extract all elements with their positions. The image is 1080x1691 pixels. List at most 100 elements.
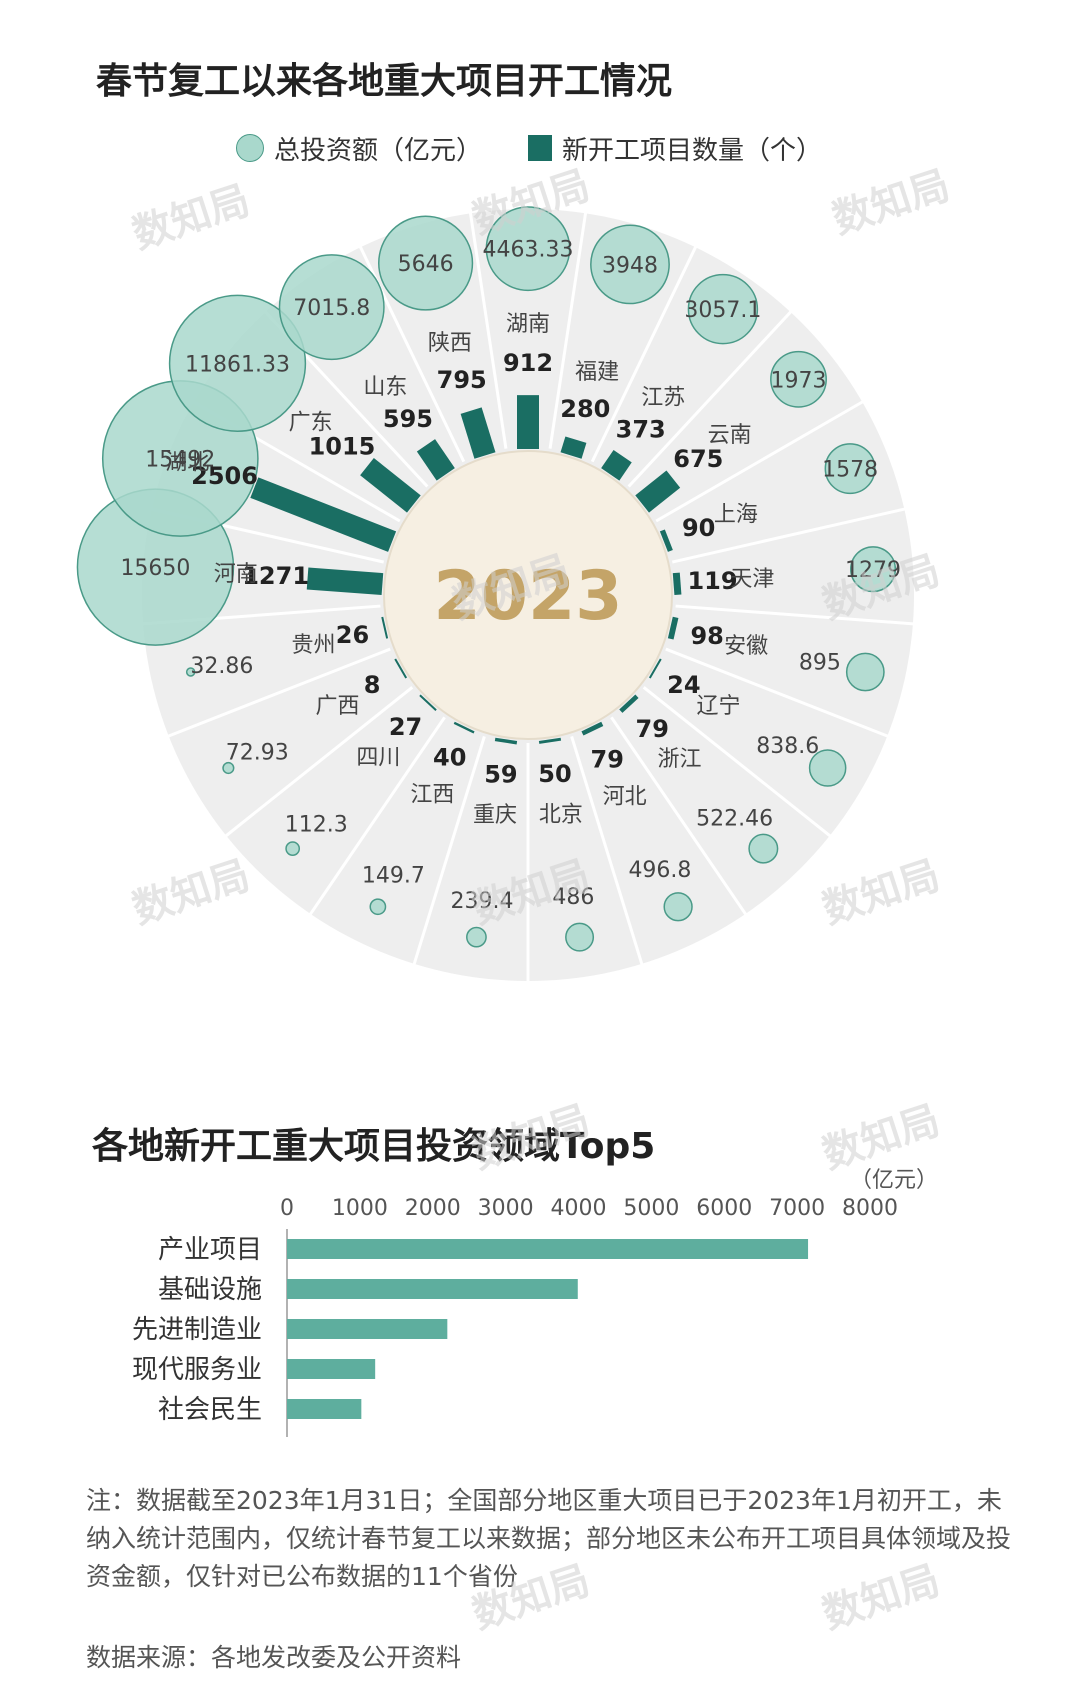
category-label: 先进制造业 <box>132 1315 262 1345</box>
category-bar <box>287 1399 362 1419</box>
investment-bubble <box>185 667 196 677</box>
investment-bubble <box>687 273 759 345</box>
count-bar <box>419 694 437 711</box>
count-bars <box>250 395 682 745</box>
fan-separator <box>655 399 865 523</box>
count-bar-group <box>648 658 662 679</box>
count-bar <box>517 395 539 449</box>
investment-label: 3057.1 <box>684 298 761 323</box>
region-name: 辽宁 <box>697 694 741 719</box>
fan-separator <box>627 309 794 488</box>
investment-bubble <box>849 546 897 593</box>
count-label: 119 <box>687 567 737 595</box>
fan-separator <box>548 211 588 449</box>
count-bar-group <box>672 572 682 596</box>
investment-bubble <box>278 254 385 361</box>
x-tick-label: 8000 <box>842 1196 898 1221</box>
fan-separator <box>642 686 833 839</box>
investment-label: 15492 <box>145 448 215 473</box>
legend-bubble-icon <box>236 134 264 162</box>
count-label: 50 <box>538 760 571 788</box>
region-name: 四川 <box>356 745 400 770</box>
investment-label: 486 <box>552 885 594 910</box>
region-name: 广西 <box>315 694 359 719</box>
count-label: 912 <box>503 349 553 377</box>
region-name: 陕西 <box>428 331 472 356</box>
count-label: 1015 <box>309 433 376 461</box>
fan-separator <box>308 716 446 917</box>
count-bar <box>648 658 662 679</box>
count-bar-group <box>416 439 455 481</box>
count-label: 27 <box>389 713 422 741</box>
investment-label: 4463.33 <box>483 238 574 263</box>
count-label: 79 <box>591 746 624 774</box>
fan-separator <box>166 647 391 739</box>
fan-separator <box>665 647 890 739</box>
count-label: 2506 <box>191 462 258 490</box>
count-bar-group <box>494 737 518 745</box>
fan-separator <box>570 735 644 967</box>
bar-chart: 0 1000 2000 3000 4000 5000 6000 7000 8000 （亿元） 产… <box>132 1168 938 1437</box>
count-bar <box>672 572 682 596</box>
count-bar-group <box>667 616 679 640</box>
legend: 总投资额（亿元） 新开工项目数量（个） <box>236 128 822 168</box>
investment-label: 7015.8 <box>293 296 370 321</box>
bar-rects <box>287 1239 809 1419</box>
x-tick-label: 6000 <box>696 1196 752 1221</box>
count-bar <box>416 439 455 481</box>
investment-label: 1279 <box>845 558 901 583</box>
count-bar-group <box>635 470 681 513</box>
count-bar <box>560 436 587 459</box>
count-bar-group <box>560 436 587 459</box>
investment-bubble <box>770 350 827 408</box>
count-label: 40 <box>433 744 466 772</box>
category-label: 现代服务业 <box>132 1355 262 1385</box>
chart-title: 春节复工以来各地重大项目开工情况 <box>96 61 673 102</box>
investment-label: 3948 <box>602 253 658 278</box>
investment-label: 11861.33 <box>185 352 290 377</box>
legend-bar-icon <box>528 135 553 161</box>
x-tick-label: 4000 <box>551 1196 607 1221</box>
count-bar <box>394 658 408 679</box>
count-bar-group <box>619 694 639 713</box>
count-bar-group <box>360 457 421 513</box>
investment-label: 5646 <box>398 252 454 277</box>
count-bar <box>250 477 397 552</box>
count-bar <box>494 737 518 745</box>
data-source: 数据来源：各地发改委及公开资料 <box>86 1643 462 1672</box>
region-name: 湖南 <box>506 312 550 337</box>
region-name: 江西 <box>410 783 454 808</box>
count-bar <box>538 737 562 744</box>
count-label: 98 <box>690 622 723 650</box>
count-bar-group <box>601 449 632 481</box>
count-bar-group <box>453 721 475 734</box>
count-label: 373 <box>616 416 666 444</box>
count-label: 90 <box>682 514 715 542</box>
bar-x-ticks: 0 1000 2000 3000 4000 5000 6000 7000 8000 <box>280 1196 898 1221</box>
count-bar-group <box>460 407 496 459</box>
investment-bubble <box>824 443 876 495</box>
footnote: 注：数据截至2023年1月31日；全国部分地区重大项目已于2023年1月初开工，… <box>86 1486 1012 1591</box>
region-name: 福建 <box>575 360 619 385</box>
count-bar <box>601 449 632 481</box>
region-name: 上海 <box>714 502 758 527</box>
investment-label: 895 <box>799 651 841 676</box>
investment-label: 112.3 <box>285 812 348 837</box>
count-bar-group <box>381 616 389 639</box>
count-label: 1271 <box>242 562 309 590</box>
count-label: 8 <box>364 671 381 699</box>
investment-bubble <box>378 215 474 311</box>
region-name: 河北 <box>603 785 647 810</box>
count-label: 595 <box>383 405 433 433</box>
investment-bubble <box>663 892 693 922</box>
radial-chart: 4463.33 3948 3057.1 1973 1578 1279 895 838.6 522… <box>76 206 916 983</box>
region-name: 浙江 <box>657 747 701 772</box>
region-name: 安徽 <box>724 634 768 659</box>
count-bar <box>453 721 475 734</box>
legend-bar-label: 新开工项目数量（个） <box>562 135 823 166</box>
region-name: 广东 <box>289 411 333 436</box>
count-bar <box>619 694 639 713</box>
category-bar <box>287 1359 376 1379</box>
investment-label: 15650 <box>120 556 190 581</box>
